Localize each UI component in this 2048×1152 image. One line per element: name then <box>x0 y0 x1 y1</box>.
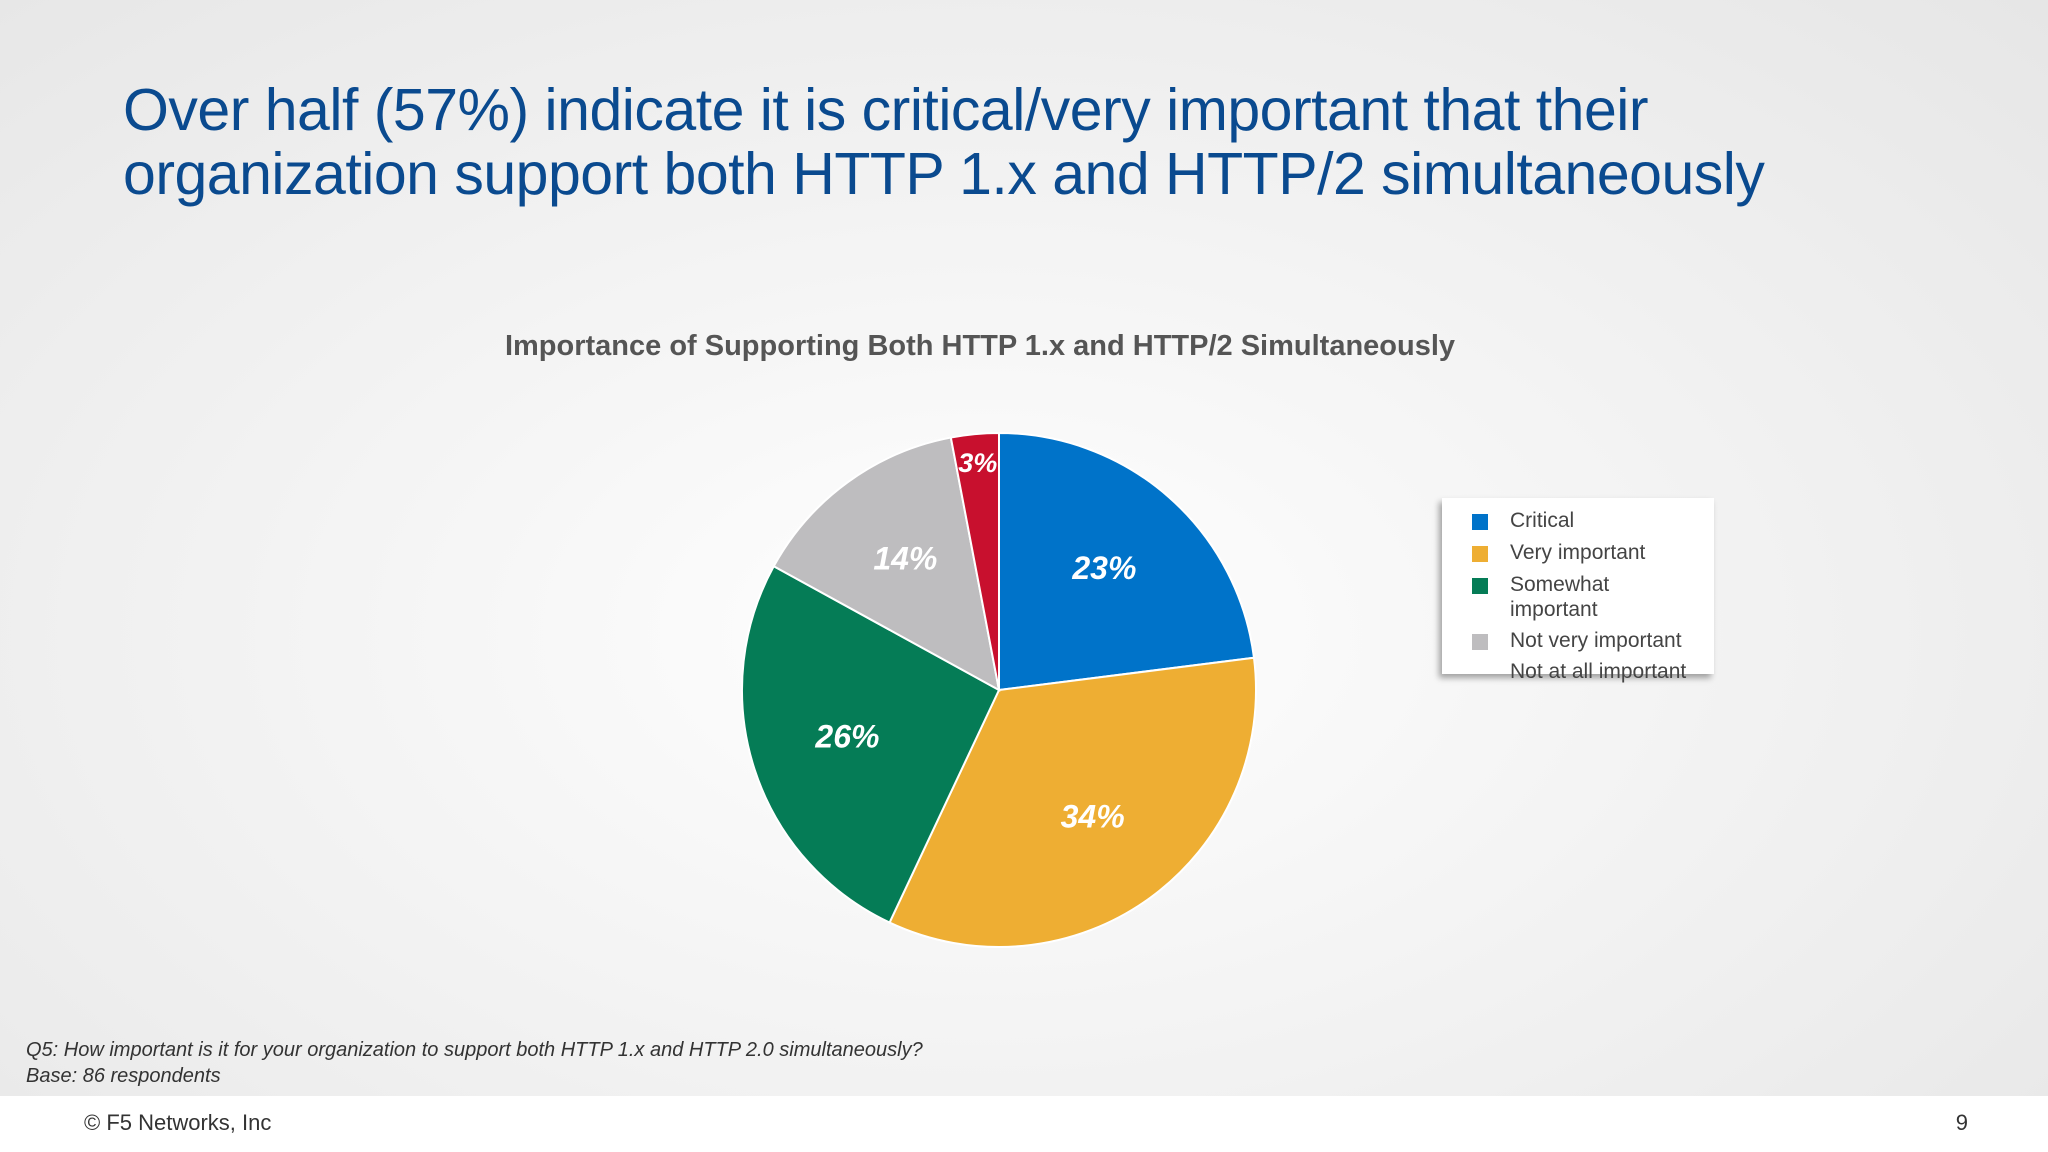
pie-label-not-at-all-important: 3% <box>958 448 997 478</box>
legend-label: Not very important <box>1510 629 1682 652</box>
slide-title-line-1: Over half (57%) indicate it is critical/… <box>123 77 1649 143</box>
legend-swatch <box>1472 514 1488 530</box>
legend-item-not-very-important: Not very important <box>1472 628 1700 653</box>
legend-label: Somewhat important <box>1510 573 1610 621</box>
pie-slice-critical <box>998 431 1256 692</box>
chart-legend: Critical Very important Somewhat importa… <box>1442 498 1714 683</box>
legend-item-very-important: Very important <box>1472 540 1700 565</box>
pie-label-critical: 23% <box>1071 550 1136 586</box>
copyright: © F5 Networks, Inc <box>84 1110 272 1135</box>
legend-item-critical: Critical <box>1472 508 1700 533</box>
pie-slice-not-at-all-important <box>949 431 1000 691</box>
legend-label: Very important <box>1510 541 1646 564</box>
footer-bar <box>0 1096 2048 1152</box>
footnote-question: Q5: How important is it for your organiz… <box>26 1039 923 1061</box>
legend-label: Critical <box>1510 509 1575 532</box>
legend-label: Not at all important <box>1510 660 1687 683</box>
slide-title: Over half (57%) indicate it is critical/… <box>123 78 1923 206</box>
legend-swatch <box>1472 634 1488 650</box>
pie-label-not-very-important: 14% <box>873 541 937 577</box>
legend-item-not-at-all-important: Not at all important <box>1472 659 1700 684</box>
legend-swatch <box>1472 578 1488 594</box>
pie-slice-not-very-important <box>772 436 1001 692</box>
slide-title-line-2: organization support both HTTP 1.x and H… <box>123 141 1765 207</box>
footnote-base: Base: 86 respondents <box>26 1065 221 1087</box>
pie-label-somewhat-important: 26% <box>814 719 879 755</box>
chart-title: Importance of Supporting Both HTTP 1.x a… <box>504 330 1456 362</box>
pie-label-very-important: 34% <box>1061 798 1125 834</box>
legend-item-somewhat-important: Somewhat important <box>1472 572 1630 622</box>
survey-footnote: Q5: How important is it for your organiz… <box>26 1037 923 1089</box>
legend-swatch <box>1472 546 1488 562</box>
page-number: 9 <box>1955 1110 1968 1135</box>
